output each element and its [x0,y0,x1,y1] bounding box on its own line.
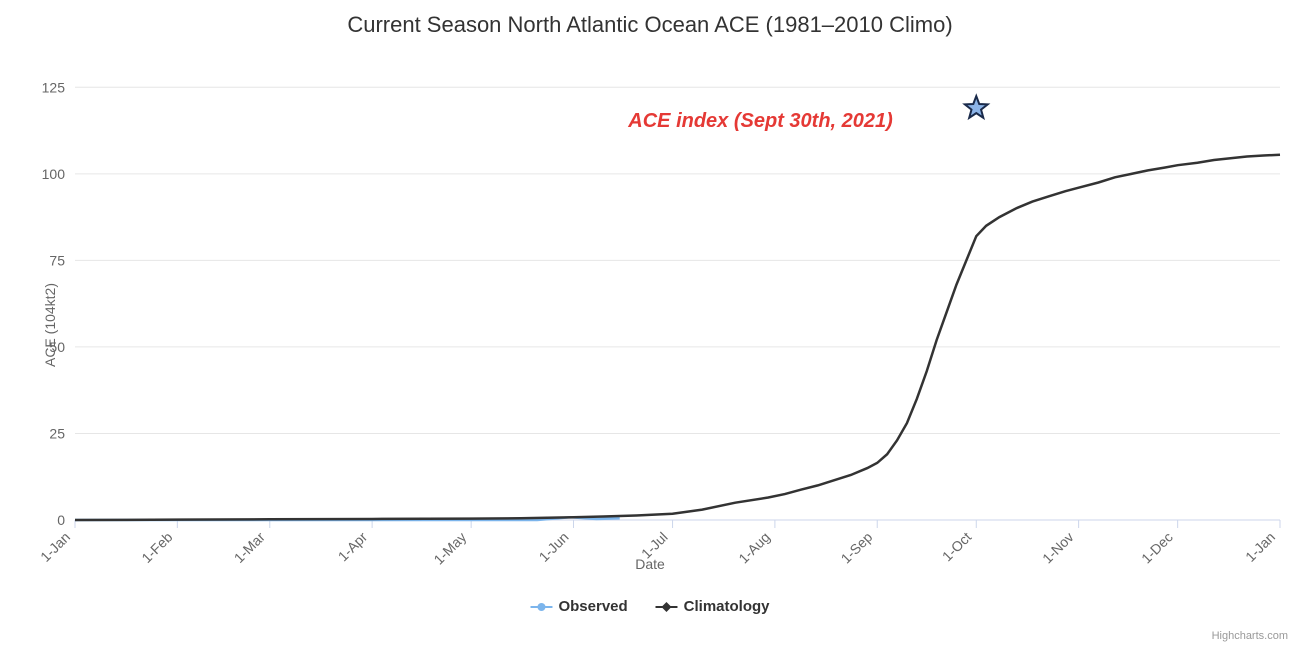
x-tick-label: 1-Sep [838,529,876,567]
x-tick-label: 1-Jun [536,529,572,565]
chart-title: Current Season North Atlantic Ocean ACE … [0,0,1300,38]
chart-container: Current Season North Atlantic Ocean ACE … [0,0,1300,650]
x-tick-label: 1-Nov [1039,529,1077,567]
plot-svg: 02550751001251-Jan1-Feb1-Mar1-Apr1-May1-… [75,70,1280,520]
y-tick-label: 100 [42,166,66,182]
y-tick-label: 25 [49,425,65,441]
y-tick-label: 50 [49,339,65,355]
y-tick-label: 0 [57,512,65,528]
credits-link[interactable]: Highcharts.com [1212,630,1288,642]
legend-item[interactable]: Climatology [656,598,770,615]
plot-area: 02550751001251-Jan1-Feb1-Mar1-Apr1-May1-… [75,70,1280,520]
annotation-label: ACE index (Sept 30th, 2021) [628,110,893,133]
x-tick-label: 1-Jan [1242,529,1278,565]
x-tick-label: 1-May [430,529,469,568]
legend: Observed Climatology [530,598,769,615]
series-climatology [75,155,1280,520]
legend-label: Climatology [684,598,770,615]
diamond-icon [656,600,678,614]
x-axis-title: Date [635,556,665,572]
x-tick-label: 1-Dec [1138,529,1176,567]
circle-icon [530,600,552,614]
x-tick-label: 1-Jan [37,529,73,565]
y-tick-label: 125 [42,79,66,95]
x-tick-label: 1-Aug [735,529,773,567]
x-tick-label: 1-Apr [335,529,371,565]
legend-label: Observed [558,598,627,615]
legend-item[interactable]: Observed [530,598,627,615]
y-tick-label: 75 [49,252,65,268]
x-tick-label: 1-Mar [231,529,268,566]
star-icon [965,96,988,118]
x-tick-label: 1-Oct [939,529,975,565]
x-tick-label: 1-Feb [138,529,175,566]
